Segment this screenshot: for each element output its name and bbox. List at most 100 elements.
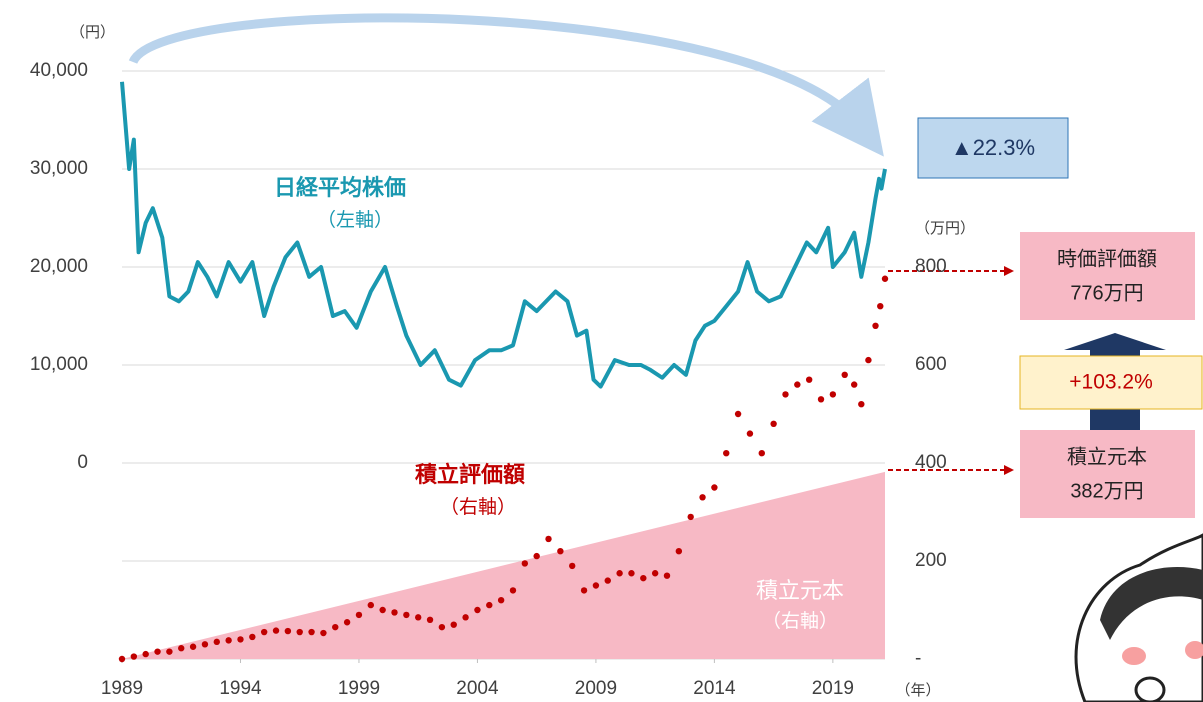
dot bbox=[604, 577, 611, 584]
dot bbox=[284, 627, 292, 635]
dot bbox=[462, 614, 469, 621]
dot bbox=[841, 371, 848, 378]
dot bbox=[533, 552, 540, 560]
x-tick-label: 1989 bbox=[101, 678, 143, 699]
principal-value: 382万円 bbox=[1070, 480, 1143, 502]
dot bbox=[805, 376, 813, 383]
dot bbox=[628, 570, 635, 577]
change-label: ▲22.3% bbox=[951, 135, 1035, 160]
x-tick-label: 2019 bbox=[812, 678, 854, 699]
dot bbox=[438, 623, 446, 631]
dot bbox=[296, 628, 303, 636]
dot bbox=[237, 636, 244, 643]
dot bbox=[723, 450, 730, 457]
dot bbox=[201, 641, 209, 648]
dot bbox=[770, 420, 777, 427]
y-tick-label: 10,000 bbox=[30, 354, 88, 375]
dot bbox=[746, 430, 754, 437]
dot bbox=[391, 609, 398, 616]
dot bbox=[675, 548, 683, 555]
dot bbox=[332, 623, 339, 631]
dot bbox=[154, 648, 161, 655]
dot bbox=[130, 653, 138, 660]
dot bbox=[865, 356, 872, 364]
y2-tick-label: 200 bbox=[915, 550, 947, 571]
dot bbox=[509, 587, 517, 594]
dot bbox=[858, 401, 865, 408]
market-box bbox=[1020, 232, 1195, 320]
y-tick-label: 20,000 bbox=[30, 256, 88, 277]
decline-arrow bbox=[128, 13, 884, 157]
dot bbox=[569, 562, 576, 570]
x-tick-label: 2009 bbox=[575, 678, 617, 699]
dot bbox=[272, 627, 280, 634]
dot bbox=[580, 587, 588, 594]
x-tick-label: 2004 bbox=[456, 678, 499, 699]
x-tick-label: 1994 bbox=[219, 678, 262, 699]
dot bbox=[592, 582, 600, 589]
dot bbox=[877, 303, 884, 310]
gain-box bbox=[1019, 355, 1203, 410]
line-label: 日経平均株価 bbox=[274, 175, 406, 200]
dot bbox=[343, 619, 351, 626]
dot bbox=[817, 396, 825, 403]
character-illustration bbox=[1074, 533, 1203, 702]
dot bbox=[616, 570, 623, 577]
scatter-axis-note: （右軸） bbox=[440, 496, 516, 518]
dot bbox=[687, 513, 694, 521]
dot bbox=[308, 628, 315, 636]
dot bbox=[711, 484, 718, 491]
area-axis-note: （右軸） bbox=[762, 610, 838, 632]
dot bbox=[355, 611, 363, 619]
dot bbox=[474, 606, 481, 614]
dot bbox=[403, 611, 410, 619]
line bbox=[120, 81, 887, 389]
dot bbox=[850, 381, 858, 388]
dot bbox=[450, 621, 457, 628]
dot bbox=[189, 643, 197, 650]
dot bbox=[260, 628, 268, 636]
y2-tick-label: 600 bbox=[915, 354, 947, 375]
plot-area bbox=[118, 70, 889, 663]
dot bbox=[545, 535, 552, 543]
scatter-label: 積立評価額 bbox=[415, 462, 525, 487]
change-box bbox=[917, 117, 1069, 179]
dot bbox=[794, 381, 801, 388]
dot bbox=[497, 597, 505, 604]
dot bbox=[213, 638, 220, 646]
y2-tick-label: 400 bbox=[915, 452, 947, 473]
y2-tick-label: - bbox=[915, 648, 921, 669]
dot bbox=[426, 616, 434, 623]
x-tick-label: 1999 bbox=[338, 678, 380, 699]
principal-title: 積立元本 bbox=[1067, 445, 1147, 468]
dot bbox=[557, 548, 564, 555]
dot bbox=[782, 391, 789, 398]
x-tick-label: 2014 bbox=[693, 678, 736, 699]
dot bbox=[881, 275, 889, 282]
y2-unit: （万円） bbox=[915, 220, 975, 237]
y2-tick-label: 800 bbox=[915, 256, 947, 277]
dot bbox=[118, 655, 126, 663]
principal-box bbox=[1020, 430, 1195, 518]
dot bbox=[414, 614, 422, 621]
dot bbox=[249, 633, 256, 641]
dot bbox=[367, 601, 375, 609]
dot bbox=[166, 648, 173, 655]
dot bbox=[142, 650, 149, 658]
dot bbox=[651, 570, 659, 577]
dot bbox=[225, 637, 232, 644]
dot bbox=[521, 560, 529, 567]
dot bbox=[872, 322, 879, 329]
area bbox=[122, 471, 885, 659]
dot bbox=[640, 574, 647, 582]
dot bbox=[379, 606, 386, 614]
dot bbox=[699, 494, 706, 501]
dot bbox=[486, 601, 493, 609]
gain-label: +103.2% bbox=[1069, 371, 1153, 394]
y-tick-label: 40,000 bbox=[30, 60, 88, 81]
market-title: 時価評価額 bbox=[1057, 247, 1157, 270]
y-tick-label: 30,000 bbox=[30, 158, 88, 179]
dot bbox=[663, 572, 671, 579]
dot bbox=[320, 629, 327, 637]
